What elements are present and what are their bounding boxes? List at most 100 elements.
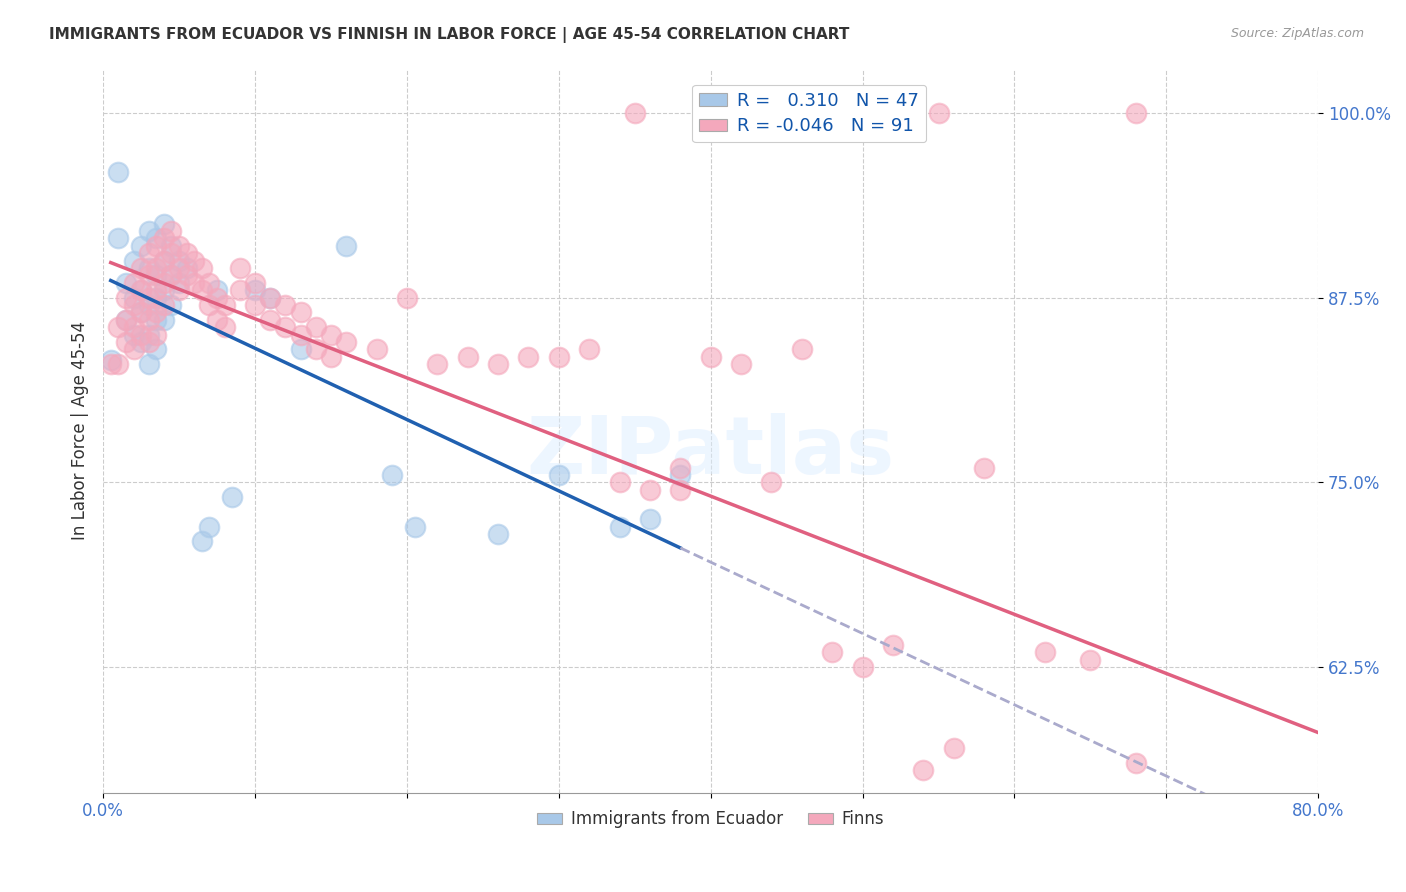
Point [457,350,479,364]
Text: IMMIGRANTS FROM ECUADOR VS FINNISH IN LABOR FORCE | AGE 45-54 CORRELATION CHART: IMMIGRANTS FROM ECUADOR VS FINNISH IN LA… [49,27,849,43]
Point [129,239,152,253]
Text: ZIPatlas: ZIPatlas [527,413,894,491]
Point [153,283,176,297]
Point [183,276,205,290]
Point [274,298,297,312]
Point [609,519,631,533]
Point [486,357,509,371]
Point [928,106,950,120]
Point [404,519,426,533]
Point [145,327,167,342]
Point [578,343,600,357]
Point [609,475,631,490]
Point [167,253,190,268]
Point [426,357,449,371]
Point [115,276,138,290]
Point [167,276,190,290]
Point [205,283,228,297]
Point [153,276,176,290]
Point [129,283,152,297]
Point [122,343,145,357]
Point [790,343,813,357]
Point [129,260,152,275]
Point [145,305,167,319]
Point [160,239,183,253]
Point [129,334,152,349]
Point [229,260,252,275]
Point [912,764,935,778]
Point [122,276,145,290]
Point [638,483,661,497]
Point [259,291,281,305]
Point [160,268,183,283]
Point [138,334,160,349]
Point [153,217,176,231]
Point [305,320,328,334]
Point [138,312,160,326]
Point [145,260,167,275]
Point [145,312,167,326]
Point [138,291,160,305]
Point [547,350,569,364]
Point [290,305,312,319]
Point [547,467,569,482]
Point [882,638,904,652]
Point [153,312,176,326]
Point [1125,106,1147,120]
Point [669,483,692,497]
Point [290,327,312,342]
Point [730,357,752,371]
Point [305,343,328,357]
Point [259,291,281,305]
Point [100,357,122,371]
Point [942,741,965,756]
Point [517,350,540,364]
Point [395,291,418,305]
Point [153,231,176,245]
Point [107,231,129,245]
Point [160,224,183,238]
Point [335,334,357,349]
Point [335,239,357,253]
Point [176,246,198,260]
Point [138,327,160,342]
Point [107,165,129,179]
Point [176,268,198,283]
Point [122,298,145,312]
Point [153,253,176,268]
Point [319,327,342,342]
Point [699,350,721,364]
Point [319,350,342,364]
Point [145,343,167,357]
Point [145,291,167,305]
Point [191,260,214,275]
Point [153,253,176,268]
Point [243,298,266,312]
Point [145,283,167,297]
Point [191,534,214,549]
Y-axis label: In Labor Force | Age 45-54: In Labor Force | Age 45-54 [72,321,89,540]
Point [100,352,122,367]
Point [115,312,138,326]
Point [160,246,183,260]
Point [381,467,404,482]
Point [129,327,152,342]
Point [1080,653,1102,667]
Point [191,283,214,297]
Point [274,320,297,334]
Point [129,283,152,297]
Point [138,246,160,260]
Point [145,239,167,253]
Point [486,527,509,541]
Point [107,320,129,334]
Point [115,334,138,349]
Point [1125,756,1147,770]
Point [198,298,221,312]
Point [129,305,152,319]
Point [122,327,145,342]
Point [107,357,129,371]
Point [205,312,228,326]
Point [821,645,844,659]
Point [138,298,160,312]
Point [214,298,236,312]
